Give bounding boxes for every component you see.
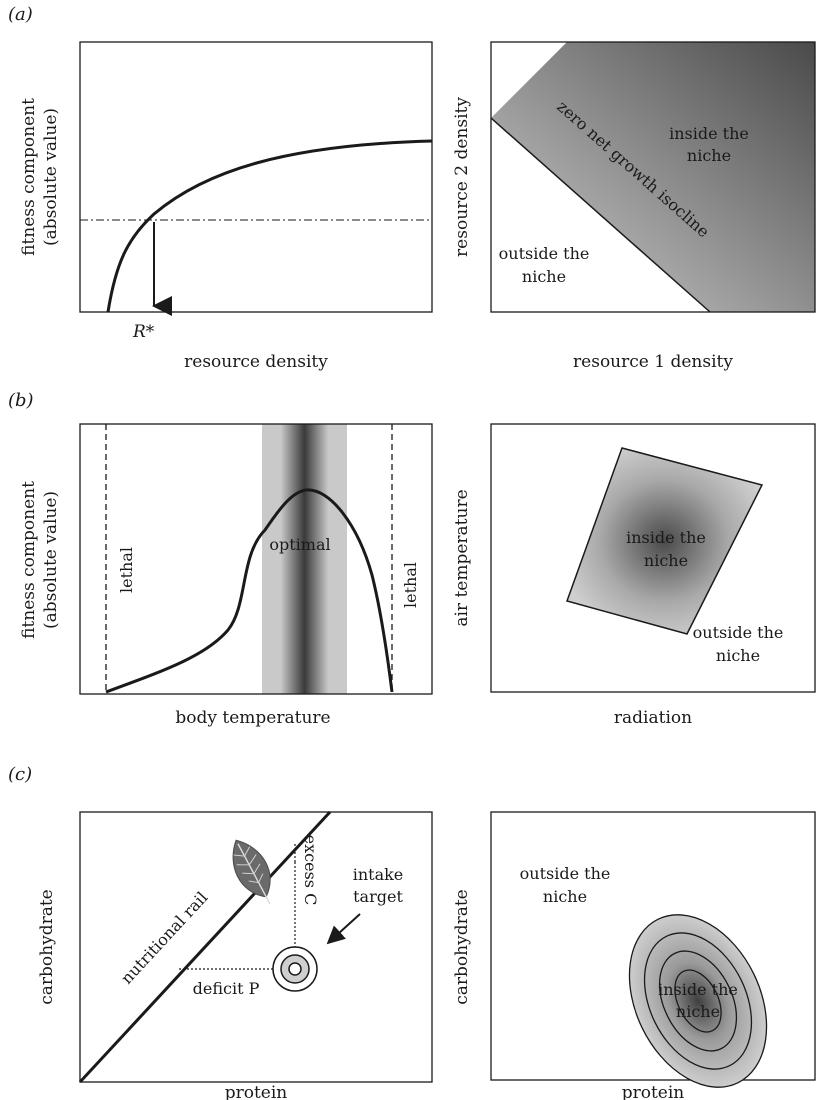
- panel-c-right-frame: [490, 811, 816, 1081]
- inside-niche-label-a2: niche: [687, 146, 731, 165]
- panel-a-right-frame: [490, 41, 816, 313]
- inside-niche-label-c1: inside the: [658, 980, 738, 999]
- panel-c-right-xlabel: protein: [622, 1083, 685, 1100]
- panel-c-right-ylabel: carbohydrate: [452, 889, 472, 1005]
- panel-b-right: inside the niche outside the niche radia…: [452, 423, 816, 728]
- panel-b-left-ylabel-2: (absolute value): [41, 491, 61, 629]
- panel-a-right-ylabel: resource 2 density: [452, 97, 472, 257]
- outside-niche-label-c1: outside the: [520, 864, 611, 883]
- lethal-label-right: lethal: [401, 562, 420, 608]
- niche-ellipses: [628, 914, 768, 1088]
- inside-niche-label-a1: inside the: [669, 124, 749, 143]
- panel-a-letter: (a): [8, 4, 33, 25]
- intake-target-arrow: [326, 913, 361, 945]
- niche-region: [491, 42, 815, 312]
- intake-target-label-2: target: [353, 887, 403, 906]
- panel-a-left-xlabel: resource density: [184, 352, 328, 372]
- panel-c-left-xlabel: protein: [225, 1083, 288, 1100]
- nutritional-rail-line: [78, 810, 332, 1084]
- intake-target-label-1: intake: [353, 865, 404, 884]
- outside-niche-label-b1: outside the: [693, 623, 784, 642]
- panel-b-right-ylabel: air temperature: [452, 489, 472, 626]
- panel-a-right-xlabel: resource 1 density: [573, 352, 733, 372]
- panel-a-right: zero net growth isocline inside the nich…: [452, 41, 816, 372]
- panel-b-left: lethal lethal optimal body temperature f…: [19, 423, 433, 728]
- performance-curve: [105, 488, 394, 694]
- outside-niche-label-a1: outside the: [499, 244, 590, 263]
- panel-c-left-ylabel: carbohydrate: [37, 889, 57, 1005]
- panel-b-right-frame: [490, 423, 816, 693]
- optimal-band: [262, 424, 347, 694]
- saturating-curve: [106, 139, 433, 313]
- niche-parallelogram: [566, 447, 764, 635]
- panel-b-left-xlabel: body temperature: [175, 708, 330, 728]
- rstar-label: R*: [132, 322, 155, 342]
- deficit-p-label: deficit P: [193, 979, 260, 998]
- inside-niche-label-c2: niche: [676, 1002, 720, 1021]
- panel-a-left: R* resource density fitness component (a…: [19, 41, 433, 372]
- nutritional-rail-label: nutritional rail: [117, 888, 211, 988]
- lethal-label-left: lethal: [117, 547, 136, 593]
- outside-niche-label-a2: niche: [522, 267, 566, 286]
- inside-niche-label-b2: niche: [644, 551, 688, 570]
- outside-niche-label-c2: niche: [543, 887, 587, 906]
- excess-c-label: excess C: [301, 835, 320, 906]
- panel-c-left: nutritional rail excess C deficit P inta…: [37, 810, 433, 1100]
- panel-a-left-ylabel-2: (absolute value): [41, 108, 61, 246]
- panel-a-left-frame: [79, 41, 433, 313]
- panel-c-letter: (c): [8, 764, 32, 785]
- panel-a-left-ylabel-1: fitness component: [19, 98, 39, 256]
- optimal-label: optimal: [269, 535, 330, 554]
- panel-c-left-frame: [79, 811, 433, 1083]
- leaf-icon: [232, 839, 271, 905]
- isocline-line: [490, 117, 711, 313]
- inside-niche-label-b1: inside the: [626, 528, 706, 547]
- panel-b-right-xlabel: radiation: [614, 708, 692, 728]
- panel-b-left-frame: [79, 423, 433, 695]
- panel-b-left-ylabel-1: fitness component: [19, 481, 39, 639]
- panel-c-right: outside the niche inside the niche prote…: [452, 811, 816, 1100]
- panel-b-letter: (b): [8, 390, 34, 411]
- outside-niche-label-b2: niche: [716, 646, 760, 665]
- intake-target: [272, 946, 318, 992]
